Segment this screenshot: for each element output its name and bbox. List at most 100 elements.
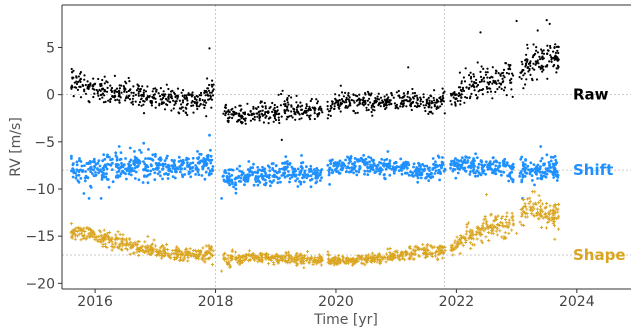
data-point xyxy=(106,90,109,93)
data-point xyxy=(427,179,431,183)
data-point xyxy=(349,104,352,107)
data-point xyxy=(533,190,537,194)
data-point xyxy=(253,118,256,121)
data-point xyxy=(208,47,211,50)
data-point xyxy=(130,91,133,94)
data-point xyxy=(77,232,81,236)
data-point xyxy=(313,106,316,109)
data-point xyxy=(288,161,292,165)
data-point xyxy=(474,230,478,234)
data-point xyxy=(250,170,254,174)
data-point xyxy=(158,102,161,105)
data-point xyxy=(440,100,443,103)
data-point xyxy=(450,159,453,163)
data-point xyxy=(222,174,225,178)
data-point xyxy=(233,256,237,260)
data-point xyxy=(224,104,227,107)
data-point xyxy=(364,157,368,161)
data-point xyxy=(308,170,311,174)
data-point xyxy=(457,86,461,89)
data-point xyxy=(529,208,533,212)
data-point xyxy=(104,237,108,241)
data-point xyxy=(93,233,97,237)
data-point xyxy=(486,67,489,70)
data-point xyxy=(241,115,244,118)
data-point xyxy=(552,56,555,60)
data-point xyxy=(92,157,96,161)
data-point xyxy=(160,168,164,171)
data-point xyxy=(71,167,75,171)
data-point xyxy=(495,233,499,237)
y-tick-label: 5 xyxy=(46,40,55,56)
data-point xyxy=(485,219,489,223)
data-point xyxy=(397,169,401,173)
data-point xyxy=(540,157,544,160)
data-point xyxy=(119,151,123,155)
data-point xyxy=(346,259,350,263)
data-point xyxy=(538,170,541,174)
data-point xyxy=(89,170,92,174)
data-point xyxy=(143,162,147,166)
data-point xyxy=(546,52,549,56)
data-point xyxy=(524,58,527,61)
data-point xyxy=(552,65,555,68)
data-point xyxy=(163,162,167,166)
data-point xyxy=(163,108,167,111)
data-point xyxy=(405,105,408,108)
data-point xyxy=(546,167,550,170)
data-point xyxy=(288,115,291,118)
data-point xyxy=(425,176,428,179)
data-point xyxy=(223,110,226,113)
data-point xyxy=(407,173,411,177)
data-point xyxy=(192,111,195,114)
data-point xyxy=(70,154,73,158)
data-point xyxy=(384,107,387,111)
data-point xyxy=(539,145,543,148)
data-point xyxy=(552,171,556,175)
data-point xyxy=(182,255,186,259)
data-point xyxy=(181,106,184,109)
data-point xyxy=(338,94,341,97)
data-point xyxy=(485,85,488,89)
data-point xyxy=(263,101,266,105)
data-point xyxy=(542,52,546,55)
data-point xyxy=(348,96,351,99)
data-point xyxy=(203,106,206,109)
data-point xyxy=(209,161,213,165)
data-point xyxy=(377,102,381,105)
data-point xyxy=(190,104,193,107)
data-point xyxy=(529,161,533,165)
data-point xyxy=(481,93,484,96)
data-point xyxy=(535,46,538,49)
data-point xyxy=(509,64,512,67)
data-point xyxy=(523,215,527,219)
data-point xyxy=(114,89,117,92)
data-point xyxy=(110,248,114,252)
data-point xyxy=(191,94,194,97)
data-point xyxy=(313,255,317,259)
data-point xyxy=(194,167,198,170)
data-point xyxy=(276,105,279,109)
data-point xyxy=(411,87,414,91)
data-point xyxy=(186,259,190,263)
data-point xyxy=(152,238,156,242)
data-point xyxy=(195,94,198,98)
data-point xyxy=(480,163,484,167)
data-point xyxy=(251,253,255,258)
data-point xyxy=(282,103,285,106)
data-point xyxy=(207,247,212,251)
data-point xyxy=(543,170,547,174)
data-point xyxy=(94,173,98,177)
reference-lines xyxy=(62,5,631,289)
data-point xyxy=(245,253,249,257)
data-point xyxy=(141,244,145,248)
data-point xyxy=(418,254,422,258)
data-point xyxy=(455,235,459,239)
data-point xyxy=(161,162,165,166)
data-point xyxy=(520,180,524,184)
data-point xyxy=(279,104,282,107)
data-point xyxy=(288,177,292,180)
data-point xyxy=(491,223,495,227)
data-point xyxy=(242,176,246,180)
data-point xyxy=(410,108,413,112)
